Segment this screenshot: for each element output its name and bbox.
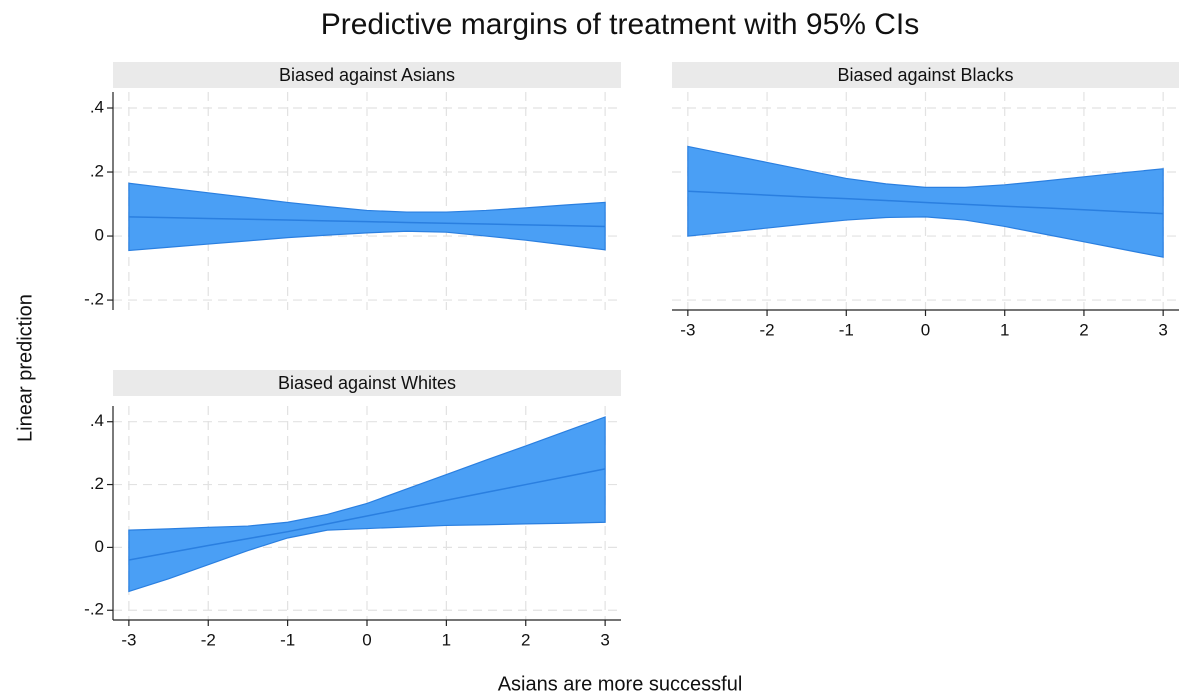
y-tick-label: -.2 xyxy=(84,600,104,619)
panel-title: Biased against Asians xyxy=(279,65,455,85)
y-tick-label: .4 xyxy=(90,97,104,116)
x-tick-label: 2 xyxy=(521,630,530,649)
estimate-line xyxy=(128,216,606,228)
estimate-line xyxy=(687,190,1164,215)
x-tick-label: 0 xyxy=(921,320,930,339)
x-tick-label: 3 xyxy=(600,630,609,649)
x-tick-label: 3 xyxy=(1158,320,1167,339)
x-tick-label: 0 xyxy=(362,630,371,649)
panel-header xyxy=(113,370,621,396)
estimate-line xyxy=(128,468,606,561)
x-axis-label: Asians are more successful xyxy=(498,673,743,695)
y-tick-label: .4 xyxy=(90,411,104,430)
x-tick-label: 1 xyxy=(1000,320,1009,339)
x-tick-label: 2 xyxy=(1079,320,1088,339)
panel-title: Biased against Whites xyxy=(278,373,456,393)
chart-title: Predictive margins of treatment with 95%… xyxy=(321,8,920,41)
x-tick-label: -1 xyxy=(839,320,854,339)
panel-title: Biased against Blacks xyxy=(837,65,1013,85)
x-tick-label: -3 xyxy=(121,630,136,649)
x-tick-label: -1 xyxy=(280,630,295,649)
y-tick-label: 0 xyxy=(95,226,104,245)
confidence-band xyxy=(128,416,606,593)
y-tick-label: .2 xyxy=(90,474,104,493)
panel-header xyxy=(672,62,1179,88)
x-tick-label: -2 xyxy=(201,630,216,649)
confidence-band xyxy=(128,182,606,252)
x-tick-label: -2 xyxy=(760,320,775,339)
y-tick-label: 0 xyxy=(95,537,104,556)
x-tick-label: -3 xyxy=(680,320,695,339)
x-tick-label: 1 xyxy=(442,630,451,649)
y-axis-label: Linear prediction xyxy=(14,294,36,442)
y-tick-label: -.2 xyxy=(84,290,104,309)
panel-header xyxy=(113,62,621,88)
y-tick-label: .2 xyxy=(90,162,104,181)
